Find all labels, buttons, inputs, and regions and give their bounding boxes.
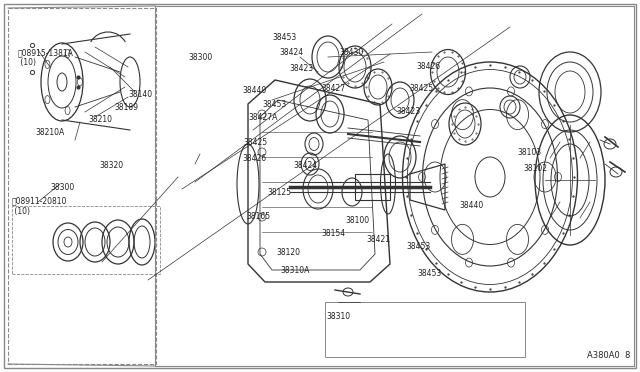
Text: 38453: 38453 bbox=[417, 269, 442, 278]
Text: 38430: 38430 bbox=[339, 48, 364, 57]
Text: 38425: 38425 bbox=[410, 84, 434, 93]
Text: 38424: 38424 bbox=[280, 48, 304, 57]
Text: 38320: 38320 bbox=[99, 161, 124, 170]
Text: 38427A: 38427A bbox=[248, 113, 278, 122]
Text: Ⓝ08911-20810
 (10): Ⓝ08911-20810 (10) bbox=[12, 197, 67, 216]
Text: 38421: 38421 bbox=[366, 235, 390, 244]
Text: 38426: 38426 bbox=[242, 154, 266, 163]
Bar bbox=[355, 174, 390, 200]
Text: 38423: 38423 bbox=[397, 107, 421, 116]
Text: 38310A: 38310A bbox=[280, 266, 310, 275]
Text: 38102: 38102 bbox=[524, 164, 548, 173]
Text: A380A0  8: A380A0 8 bbox=[587, 351, 630, 360]
Text: 38453: 38453 bbox=[262, 100, 287, 109]
Bar bbox=[325, 302, 525, 357]
Text: 38210: 38210 bbox=[88, 115, 113, 124]
Text: 38424: 38424 bbox=[293, 161, 317, 170]
Text: 38189: 38189 bbox=[114, 103, 138, 112]
Text: 38453: 38453 bbox=[272, 33, 296, 42]
Text: 38210A: 38210A bbox=[35, 128, 65, 137]
Text: 38125: 38125 bbox=[268, 188, 292, 197]
Text: 38140: 38140 bbox=[128, 90, 152, 99]
Bar bbox=[12, 206, 160, 274]
Text: 38300: 38300 bbox=[50, 183, 74, 192]
Text: 38300: 38300 bbox=[189, 53, 213, 62]
Text: 38427: 38427 bbox=[321, 84, 346, 93]
Text: 38425: 38425 bbox=[243, 138, 268, 147]
Text: 38165: 38165 bbox=[246, 212, 271, 221]
Text: 38440: 38440 bbox=[242, 86, 266, 94]
Text: 38423: 38423 bbox=[289, 64, 314, 73]
Text: 38100: 38100 bbox=[346, 216, 370, 225]
Text: Ⓦ08915-1381A
 (10): Ⓦ08915-1381A (10) bbox=[18, 48, 74, 67]
Text: 38310: 38310 bbox=[326, 312, 351, 321]
Text: 38120: 38120 bbox=[276, 248, 301, 257]
Text: 38426: 38426 bbox=[416, 62, 440, 71]
Text: 38453: 38453 bbox=[406, 242, 431, 251]
Text: 38103: 38103 bbox=[517, 148, 541, 157]
Text: 38154: 38154 bbox=[321, 229, 346, 238]
Bar bbox=[8, 8, 156, 364]
Text: 38440: 38440 bbox=[460, 201, 484, 210]
